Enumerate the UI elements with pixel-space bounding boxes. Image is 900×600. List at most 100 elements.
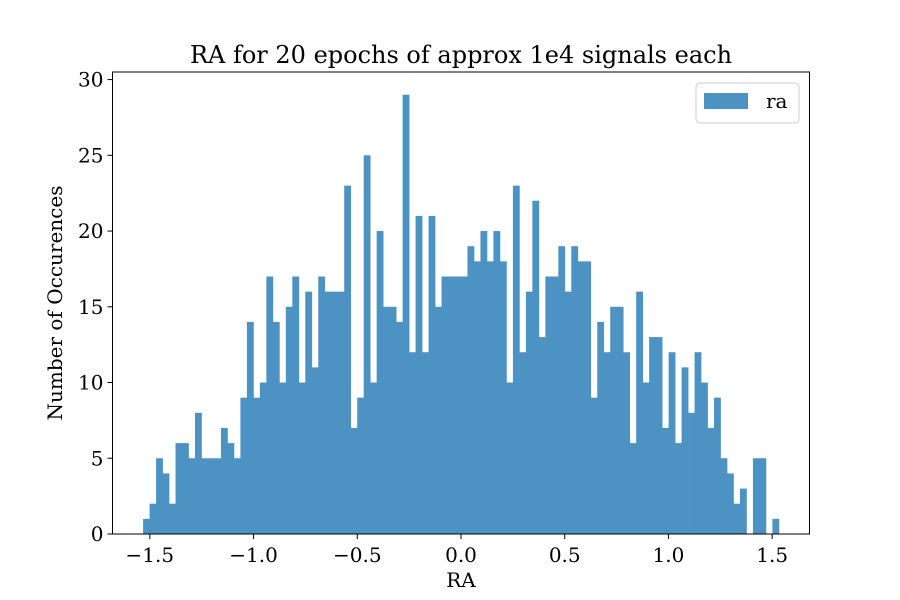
histogram-bar xyxy=(714,397,721,534)
histogram-bar xyxy=(253,397,261,534)
histogram-bar xyxy=(428,215,436,534)
x-tick-label: 0.0 xyxy=(445,543,477,567)
histogram-bar xyxy=(422,352,429,534)
histogram-bar xyxy=(383,306,390,534)
histogram-bar xyxy=(473,261,481,534)
histogram-bar xyxy=(616,306,624,534)
histogram-bar xyxy=(727,473,734,534)
histogram-bar xyxy=(610,306,618,534)
histogram-bar xyxy=(681,367,689,534)
histogram-bar xyxy=(739,488,747,534)
histogram-bar xyxy=(143,518,150,534)
histogram-bar xyxy=(279,382,287,534)
histogram-bar xyxy=(214,458,222,534)
histogram-bar xyxy=(551,276,559,534)
y-tick-label: 10 xyxy=(78,371,103,395)
histogram-bar xyxy=(688,412,695,534)
histogram-bar xyxy=(162,473,170,534)
x-tick-label: −1.0 xyxy=(229,543,278,567)
histogram-bar xyxy=(233,458,241,534)
histogram-bar xyxy=(266,276,274,534)
histogram-bar xyxy=(720,458,728,534)
histogram-bar xyxy=(655,337,663,534)
histogram-bar xyxy=(649,337,656,534)
chart-title: RA for 20 epochs of approx 1e4 signals e… xyxy=(190,41,732,69)
histogram-bar xyxy=(370,382,378,534)
histogram-bar xyxy=(493,231,501,534)
histogram-bar xyxy=(662,427,669,534)
histogram-bar xyxy=(240,397,248,534)
y-tick-label: 15 xyxy=(78,295,103,319)
legend-swatch xyxy=(704,93,748,109)
plot-frame xyxy=(112,71,810,535)
histogram-bar xyxy=(169,503,176,534)
histogram-bar xyxy=(545,276,553,534)
histogram-bar xyxy=(182,443,189,534)
histogram-bar xyxy=(246,321,254,534)
histogram-bar xyxy=(402,94,410,534)
y-tick-label: 30 xyxy=(78,68,103,92)
histogram-bar xyxy=(480,231,488,534)
histogram-bar xyxy=(201,458,209,534)
histogram-bar xyxy=(448,276,455,534)
histogram-bar xyxy=(396,321,403,534)
x-tick-label: 1.5 xyxy=(756,543,788,567)
histogram-bar xyxy=(499,261,507,534)
histogram-bar xyxy=(486,261,494,534)
histogram-bar xyxy=(525,291,533,534)
y-axis-label: Number of Occurences xyxy=(43,186,67,421)
histogram-bar xyxy=(629,443,637,534)
histogram-bars xyxy=(143,94,780,535)
histogram-bar xyxy=(357,397,365,534)
histogram-bar xyxy=(435,306,442,534)
histogram-bar xyxy=(623,352,631,534)
histogram-bar xyxy=(441,276,449,534)
histogram-bar xyxy=(298,382,306,534)
histogram-bar xyxy=(454,276,462,534)
histogram-bar xyxy=(220,427,228,534)
legend-label: ra xyxy=(766,89,788,113)
histogram-bar xyxy=(538,337,546,534)
histogram-bar xyxy=(227,443,235,534)
y-tick-label: 0 xyxy=(91,522,104,546)
histogram-bar xyxy=(636,291,644,534)
histogram-bar xyxy=(467,246,475,534)
histogram-bar xyxy=(389,306,397,534)
histogram-bar xyxy=(759,458,767,534)
y-tick-label: 20 xyxy=(78,219,103,243)
histogram-bar xyxy=(305,291,313,534)
histogram-bar xyxy=(461,276,468,534)
histogram-bar xyxy=(532,200,540,535)
histogram-bar xyxy=(558,246,566,534)
histogram-bar xyxy=(207,458,215,534)
y-axis-ticks: 0 5 10 15 20 25 30 xyxy=(78,68,113,546)
histogram-bar xyxy=(376,231,384,534)
histogram-bar xyxy=(642,382,650,534)
histogram-bar xyxy=(175,443,183,534)
histogram-bar xyxy=(752,458,760,534)
histogram-bar xyxy=(337,291,345,534)
histogram-bar xyxy=(292,276,300,534)
x-tick-label: 0.5 xyxy=(549,543,581,567)
histogram-bar xyxy=(675,443,682,534)
histogram-bar xyxy=(564,291,572,534)
histogram-bar xyxy=(272,321,280,534)
histogram-bar xyxy=(311,367,319,534)
histogram-bar xyxy=(259,382,267,534)
histogram-bar xyxy=(597,321,605,534)
y-tick-label: 5 xyxy=(91,446,104,470)
histogram-bar xyxy=(350,427,358,534)
histogram-bar xyxy=(409,352,416,534)
histogram-bar xyxy=(603,352,611,534)
histogram-bar xyxy=(772,518,780,534)
histogram-bar xyxy=(415,215,423,534)
histogram-bar xyxy=(285,306,293,534)
histogram-bar xyxy=(584,261,592,534)
histogram-bar xyxy=(577,261,585,534)
y-tick-label: 25 xyxy=(78,143,103,167)
histogram-bar xyxy=(194,412,202,534)
histogram-bar xyxy=(701,382,708,534)
histogram-bar xyxy=(188,458,196,534)
histogram-bar xyxy=(707,427,715,534)
